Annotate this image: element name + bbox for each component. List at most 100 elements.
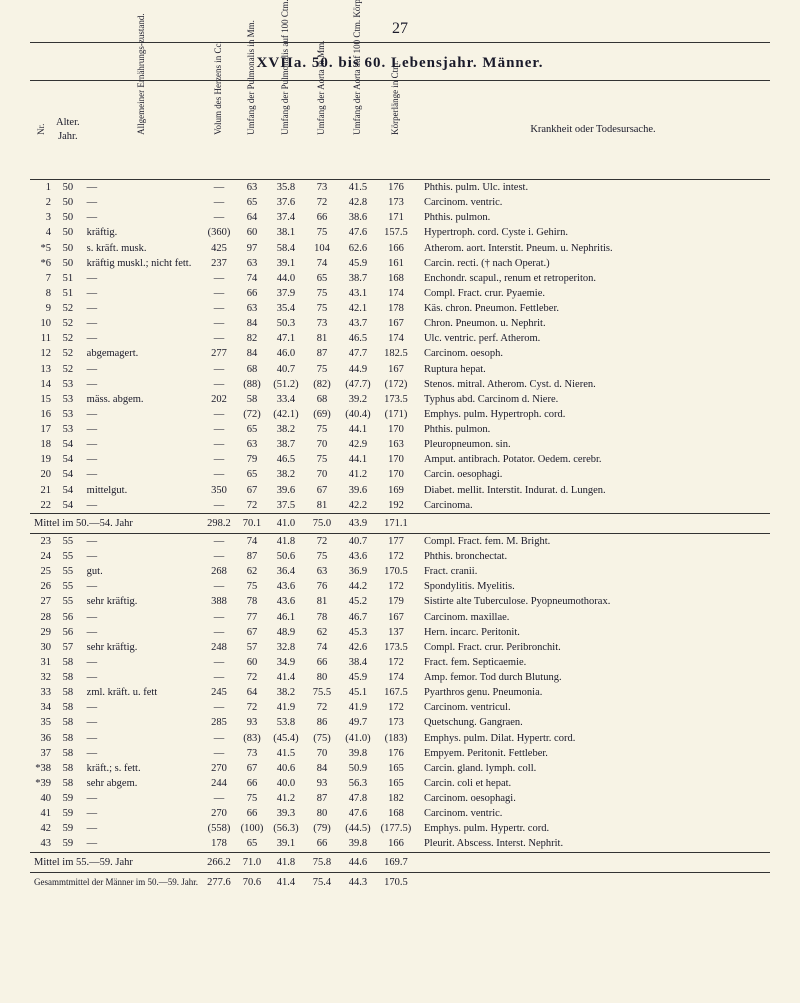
cell-c4: 47.8 [340,791,376,806]
cell-c4: 46.7 [340,610,376,625]
cell-c2: 40.7 [268,362,304,377]
cell-nr: 42 [30,821,53,836]
cell-vol: — [202,746,236,761]
cell-c5: 178 [376,301,416,316]
gesamt-v: 277.6 [202,872,236,890]
cell-c5: 165 [376,776,416,791]
cell-c3: 81 [304,594,340,609]
cell-c1: (83) [236,731,268,746]
cell-alter: 54 [53,467,83,482]
cell-zustand: — [83,670,202,685]
cell-c2: 35.8 [268,180,304,196]
cell-c2: 46.5 [268,452,304,467]
cell-zustand: — [83,549,202,564]
table-row: 350——6437.46638.6171Phthis. pulmon. [30,210,770,225]
col-umf-aorta100: Umfang der Aorta auf 100 Ctm. Körperläng… [340,81,376,180]
cell-alter: 58 [53,715,83,730]
cell-c2: 40.0 [268,776,304,791]
cell-c4: 38.7 [340,271,376,286]
cell-vol: — [202,452,236,467]
cell-alter: 58 [53,746,83,761]
cell-c5: 165 [376,761,416,776]
cell-desc: Emphys. pulm. Dilat. Hypertr. cord. [416,731,770,746]
cell-c1: 75 [236,579,268,594]
cell-nr: 28 [30,610,53,625]
cell-c2: 32.8 [268,640,304,655]
table-row: 1252abgemagert.2778446.08747.7182.5Carci… [30,346,770,361]
mittel2-c2: 41.8 [268,852,304,872]
cell-c3: (75) [304,731,340,746]
cell-c3: 81 [304,498,340,514]
cell-c4: 43.6 [340,549,376,564]
cell-c2: 39.1 [268,256,304,271]
cell-nr: 32 [30,670,53,685]
cell-c1: 79 [236,452,268,467]
cell-c2: 41.9 [268,700,304,715]
cell-vol: — [202,180,236,196]
col-volum: Volum des Herzens in Cc. [202,81,236,180]
cell-c3: 62 [304,625,340,640]
cell-c5: (172) [376,377,416,392]
cell-c2: 50.3 [268,316,304,331]
cell-c4: 45.3 [340,625,376,640]
table-row: *550s. kräft. musk.4259758.410462.6166At… [30,241,770,256]
cell-c1: 58 [236,392,268,407]
cell-desc: Carcin. oesophagi. [416,467,770,482]
cell-c4: (40.4) [340,407,376,422]
cell-c3: (79) [304,821,340,836]
cell-vol: 244 [202,776,236,791]
cell-zustand: — [83,195,202,210]
cell-nr: 26 [30,579,53,594]
cell-c5: 168 [376,806,416,821]
cell-alter: 58 [53,776,83,791]
mittel1-v: 298.2 [202,513,236,533]
cell-c4: 41.9 [340,700,376,715]
cell-c4: 45.9 [340,670,376,685]
cell-nr: 21 [30,483,53,498]
cell-c2: 41.4 [268,670,304,685]
cell-c3: 66 [304,836,340,852]
cell-nr: 18 [30,437,53,452]
cell-c3: 84 [304,761,340,776]
cell-zustand: — [83,746,202,761]
cell-nr: 13 [30,362,53,377]
cell-alter: 54 [53,498,83,514]
cell-alter: 58 [53,731,83,746]
table-row: 2455——8750.67543.6172Phthis. bronchectat… [30,549,770,564]
cell-alter: 59 [53,791,83,806]
cell-c1: 82 [236,331,268,346]
cell-c1: 72 [236,498,268,514]
table-row: 1152——8247.18146.5174Ulc. ventric. perf.… [30,331,770,346]
cell-c2: 35.4 [268,301,304,316]
table-row: 4159—2706639.38047.6168Carcinom. ventric… [30,806,770,821]
cell-vol: — [202,316,236,331]
cell-vol: 425 [202,241,236,256]
cell-c3: 80 [304,670,340,685]
cell-c2: 53.8 [268,715,304,730]
mittel-2: Mittel im 55.—59. Jahr 266.2 71.0 41.8 7… [30,852,770,872]
cell-c3: 68 [304,392,340,407]
cell-c5: (183) [376,731,416,746]
cell-alter: 55 [53,594,83,609]
cell-c2: 47.1 [268,331,304,346]
cell-desc: Emphys. pulm. Hypertr. cord. [416,821,770,836]
cell-desc: Carcinom. oesoph. [416,346,770,361]
table-row: 4359—1786539.16639.8166Pleurit. Abscess.… [30,836,770,852]
cell-zustand: s. kräft. musk. [83,241,202,256]
mittel1-label: Mittel im 50.—54. Jahr [30,513,202,533]
table-row: 3258——7241.48045.9174Amp. femor. Tod dur… [30,670,770,685]
cell-desc: Carcin. coli et hepat. [416,776,770,791]
cell-alter: 51 [53,271,83,286]
cell-c4: (47.7) [340,377,376,392]
mittel1-d [416,513,770,533]
cell-c3: 76 [304,579,340,594]
mittel1-c2: 41.0 [268,513,304,533]
cell-alter: 56 [53,625,83,640]
cell-c4: 42.1 [340,301,376,316]
cell-c1: 67 [236,625,268,640]
cell-c1: 65 [236,422,268,437]
cell-vol: — [202,467,236,482]
cell-c2: 58.4 [268,241,304,256]
col-koerper: Körperlänge in Ctm. [376,81,416,180]
cell-desc: Compl. Fract. fem. M. Bright. [416,533,770,549]
